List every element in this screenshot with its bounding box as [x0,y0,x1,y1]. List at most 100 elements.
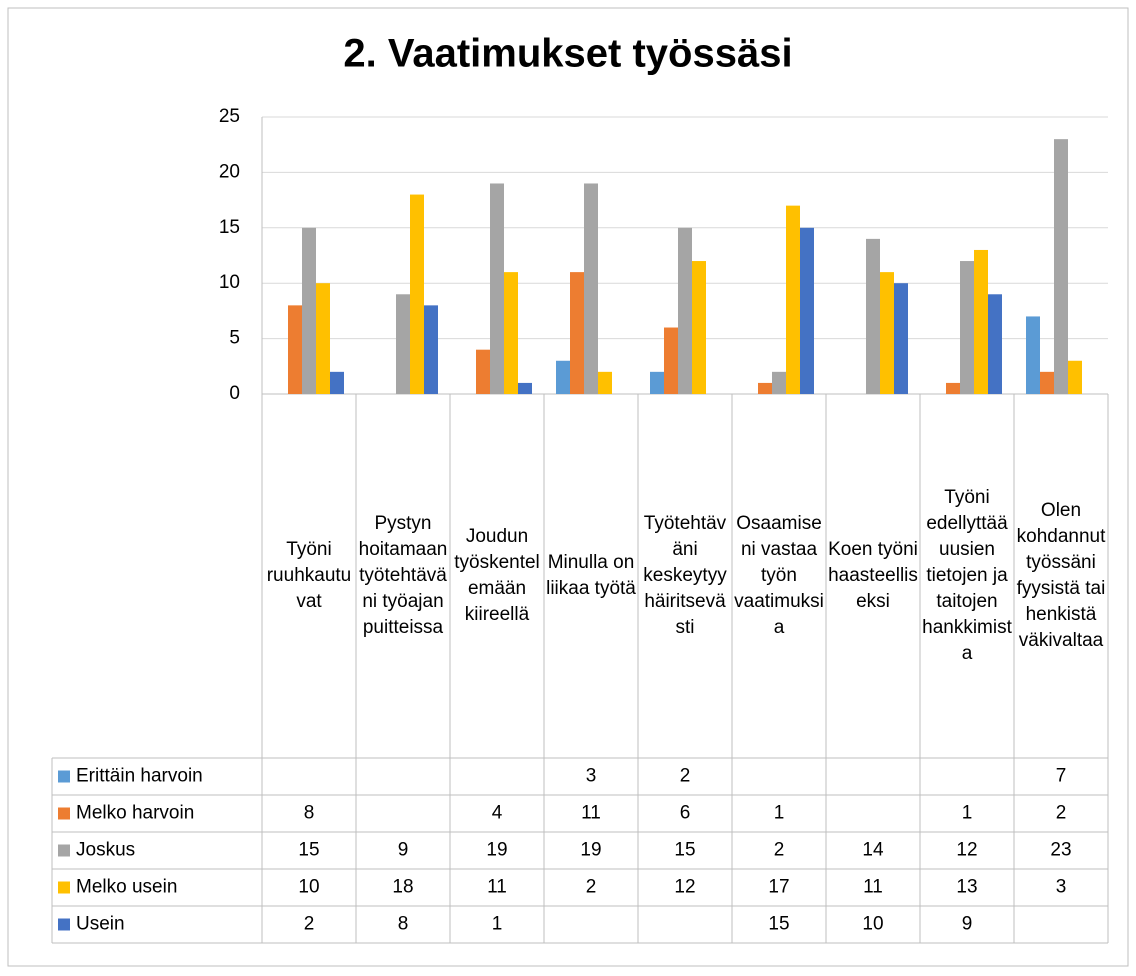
table-value: 4 [492,803,503,824]
bar [570,272,584,394]
table-value: 8 [304,803,315,824]
bar [424,305,438,394]
bar [880,272,894,394]
bar [866,238,880,394]
table-value: 17 [768,877,789,898]
bar [946,382,960,394]
y-tick-label: 20 [219,161,240,182]
legend-swatch [58,881,70,894]
bar [1068,360,1082,394]
table-value: 19 [580,840,601,861]
bar [650,371,664,394]
bar [598,371,612,394]
bar [894,283,908,394]
table-value: 11 [863,877,883,898]
table-value: 3 [586,766,597,787]
table-value: 18 [392,877,413,898]
legend-label: Usein [76,914,125,935]
x-tick-label-box: Työni ruuhkautuvat [266,539,352,612]
x-tick-label-box: Osaamiseni vastaa työn vaatimuksia [734,513,824,638]
bar [476,349,490,394]
bar [960,261,974,394]
x-tick-label: Työtehtäväni keskeytyy häiritsevästi [643,513,727,638]
x-tick-label: Olen kohdannut työssäni fyysistä tai hen… [1016,500,1106,651]
y-tick-label: 0 [229,383,240,404]
x-tick-label-box: Joudun työskentelemään kiireellä [454,526,540,625]
table-value: 9 [962,914,973,935]
bar [302,227,316,394]
legend-swatch [58,844,70,857]
bar [396,294,410,394]
x-tick-label: Joudun työskentelemään kiireellä [454,526,540,625]
y-tick-label: 15 [219,217,240,238]
bar [518,382,532,394]
bar [584,183,598,394]
x-tick-label: Minulla on liikaa työtä [546,552,636,599]
table-value: 2 [1056,803,1067,824]
bar [410,194,424,394]
table-value: 11 [581,803,601,824]
chart-border [7,7,1129,967]
legend-label: Melko usein [76,877,177,898]
legend-swatch [58,770,70,783]
table-value: 2 [304,914,315,935]
table-value: 12 [674,877,695,898]
x-tick-label: Pystyn hoitamaan työtehtäväni työajan pu… [358,513,448,638]
table-value: 2 [680,766,691,787]
bar [678,227,692,394]
bar [330,371,344,394]
bar [288,305,302,394]
chart-title: 2. Vaatimukset työssäsi [343,32,792,76]
x-tick-label-box: Pystyn hoitamaan työtehtäväni työajan pu… [358,513,448,638]
bar [1026,316,1040,394]
bar [1040,371,1054,394]
table-value: 6 [680,803,691,824]
x-tick-label: Osaamiseni vastaa työn vaatimuksia [734,513,824,638]
x-tick-label: Työni ruuhkautuvat [266,539,352,612]
bar [490,183,504,394]
bar [988,294,1002,394]
table-value: 1 [774,803,785,824]
table-value: 15 [768,914,789,935]
table-value: 3 [1056,877,1067,898]
table-value: 12 [956,840,977,861]
legend-label: Melko harvoin [76,803,194,824]
table-value: 11 [487,877,507,898]
table-value: 10 [862,914,883,935]
table-value: 14 [862,840,884,861]
y-tick-label: 10 [219,272,240,293]
x-tick-label: Työni edellyttää uusien tietojen ja tait… [922,487,1012,664]
bar [504,272,518,394]
table-value: 23 [1050,840,1071,861]
table-value: 15 [298,840,319,861]
y-tick-label: 25 [219,106,240,127]
x-tick-label-box: Työtehtäväni keskeytyy häiritsevästi [643,513,727,638]
table-value: 13 [956,877,977,898]
table-value: 9 [398,840,409,861]
bar [1054,139,1068,394]
bar [664,327,678,394]
table-value: 2 [774,840,785,861]
x-tick-label-box: Koen työni haasteelliseksi [828,539,918,612]
y-tick-label: 5 [229,328,240,349]
legend-label: Erittäin harvoin [76,766,203,787]
x-tick-label-box: Minulla on liikaa työtä [546,552,636,599]
legend-swatch [58,807,70,820]
bar [974,249,988,394]
table-value: 10 [298,877,319,898]
x-tick-label-box: Olen kohdannut työssäni fyysistä tai hen… [1016,500,1106,651]
bar [786,205,800,394]
legend-swatch [58,918,70,931]
table-value: 1 [492,914,503,935]
bar [556,360,570,394]
table-value: 8 [398,914,409,935]
bar [772,371,786,394]
table-value: 2 [586,877,597,898]
table-value: 7 [1056,766,1067,787]
table-value: 1 [962,803,973,824]
x-tick-label: Koen työni haasteelliseksi [828,539,918,612]
bar [316,283,330,394]
bar [800,227,814,394]
table-value: 19 [486,840,507,861]
